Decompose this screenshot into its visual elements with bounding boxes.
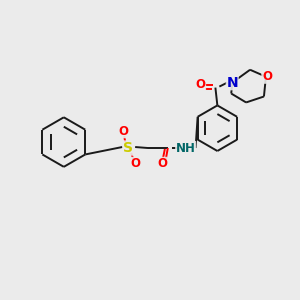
Text: S: S xyxy=(123,141,133,155)
Text: O: O xyxy=(130,158,140,170)
Text: O: O xyxy=(157,158,167,170)
Text: O: O xyxy=(262,70,272,83)
Text: NH: NH xyxy=(176,142,196,154)
Text: O: O xyxy=(118,125,128,138)
Text: N: N xyxy=(226,76,238,90)
Text: O: O xyxy=(196,78,206,91)
